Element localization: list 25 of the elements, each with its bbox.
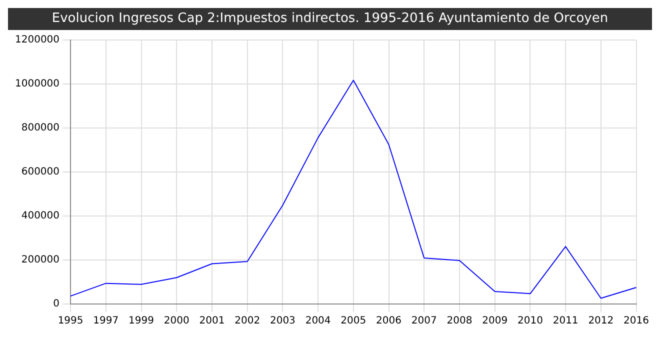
y-tick-label: 0 xyxy=(53,298,60,310)
y-tick-label: 200000 xyxy=(21,254,60,266)
x-tick-label: 2004 xyxy=(305,316,331,327)
x-tick-label: 2016 xyxy=(624,316,649,327)
x-tick-label: 2009 xyxy=(482,316,508,327)
y-tick-label: 1000000 xyxy=(14,78,60,90)
y-tick-label: 400000 xyxy=(21,210,60,222)
x-tick-label: 2003 xyxy=(270,316,296,327)
y-tick-label: 800000 xyxy=(21,122,60,134)
x-tick-label: 1999 xyxy=(128,316,154,327)
x-tick-label: 2005 xyxy=(340,316,366,327)
x-tick-label: 2011 xyxy=(552,316,578,327)
chart-title: Evolucion Ingresos Cap 2:Impuestos indirectos. 1995-2016 Ayuntamiento de Orcoyen xyxy=(8,8,652,30)
x-tick-label: 2012 xyxy=(588,316,614,327)
x-tick-label: 2002 xyxy=(234,316,260,327)
x-tick-label: 2000 xyxy=(164,316,190,327)
x-tick-label: 2001 xyxy=(199,316,225,327)
y-tick-label: 600000 xyxy=(21,166,60,178)
x-tick-label: 1997 xyxy=(93,316,119,327)
x-tick-label: 2007 xyxy=(411,316,437,327)
x-tick-label: 2008 xyxy=(446,316,472,327)
y-tick-label: 1200000 xyxy=(14,34,60,46)
x-tick-label: 2006 xyxy=(376,316,402,327)
x-tick-label: 2010 xyxy=(517,316,543,327)
x-tick-label: 1995 xyxy=(58,316,84,327)
